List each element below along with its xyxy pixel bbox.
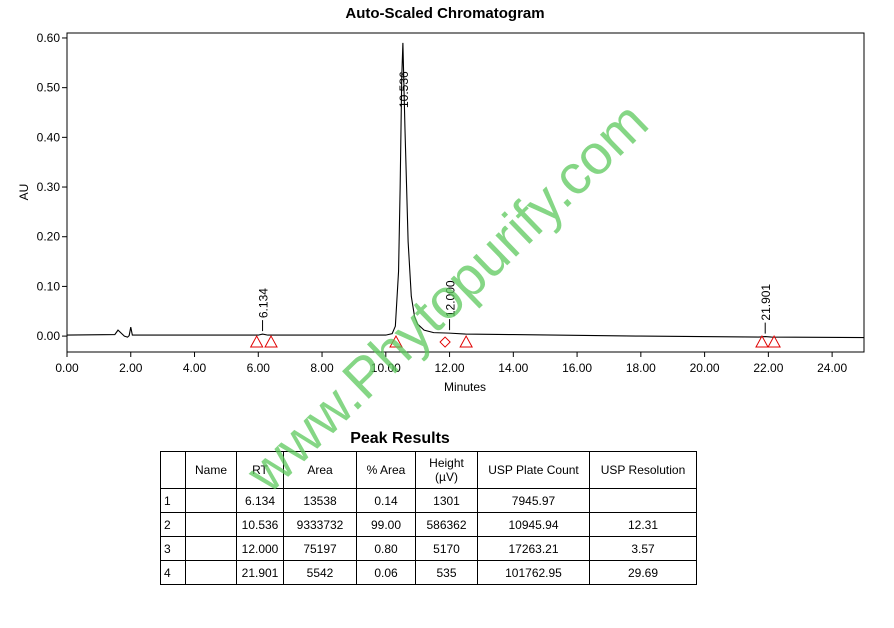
x-tick-label: 0.00 bbox=[55, 361, 79, 375]
plot-frame bbox=[66, 32, 865, 353]
table-title: Peak Results bbox=[350, 430, 450, 447]
header-cell: Height (µV) bbox=[415, 451, 478, 489]
peak-label: 21.901 bbox=[759, 284, 773, 321]
table-row: 1 6.134 13538 0.14 1301 7945.97 bbox=[160, 488, 697, 513]
peak-marker bbox=[459, 335, 473, 348]
table-cell bbox=[589, 488, 697, 513]
x-tick-label: 10.00 bbox=[371, 361, 401, 375]
y-axis-label: AU bbox=[17, 184, 31, 201]
table-cell: 3.57 bbox=[589, 536, 697, 561]
table-cell: 10945.94 bbox=[477, 512, 590, 537]
table-cell: 5170 bbox=[415, 536, 478, 561]
table-cell: 4 bbox=[160, 560, 186, 585]
x-tick-label: 4.00 bbox=[183, 361, 207, 375]
table-cell bbox=[185, 488, 237, 513]
x-tick-label: 2.00 bbox=[119, 361, 143, 375]
header-row: Name RT Area% Area Height (µV) USP Plate Cou… bbox=[160, 451, 697, 489]
table-row: 2 10.536 9333732 99.00 586362 10945.94 12.31 bbox=[160, 512, 697, 537]
table-row: 3 12.000 75197 0.80 5170 17263.21 3.57 bbox=[160, 536, 697, 561]
table-cell: 7945.97 bbox=[477, 488, 590, 513]
table-cell: 99.00 bbox=[356, 512, 416, 537]
table-cell: 3 bbox=[160, 536, 186, 561]
table-cell: 0.14 bbox=[356, 488, 416, 513]
table-cell bbox=[185, 512, 237, 537]
x-tick-label: 18.00 bbox=[626, 361, 656, 375]
x-tick-label: 20.00 bbox=[690, 361, 720, 375]
table-cell bbox=[185, 560, 237, 585]
table-cell: 12.31 bbox=[589, 512, 697, 537]
x-tick-label: 16.00 bbox=[562, 361, 592, 375]
table-cell: 1 bbox=[160, 488, 186, 513]
y-tick-label: 0.20 bbox=[37, 230, 61, 244]
x-tick-label: 14.00 bbox=[498, 361, 528, 375]
y-tick-label: 0.40 bbox=[37, 130, 61, 144]
header-cell: Area bbox=[283, 451, 357, 489]
x-axis-label: Minutes bbox=[444, 380, 486, 394]
peak-label: 12.000 bbox=[444, 280, 458, 317]
table-cell bbox=[185, 536, 237, 561]
table-cell: 535 bbox=[415, 560, 478, 585]
table-cell: 6.134 bbox=[236, 488, 284, 513]
peak-marker bbox=[249, 335, 264, 348]
header-cell: Name bbox=[185, 451, 237, 489]
peak-marker bbox=[439, 336, 451, 348]
y-tick-label: 0.10 bbox=[37, 279, 61, 293]
peak-marker bbox=[755, 335, 769, 348]
x-tick-label: 22.00 bbox=[753, 361, 783, 375]
table-cell: 0.80 bbox=[356, 536, 416, 561]
table-cell: 1301 bbox=[415, 488, 478, 513]
header-cell: RT bbox=[236, 451, 284, 489]
table-cell: 21.901 bbox=[236, 560, 284, 585]
table-cell: 586362 bbox=[415, 512, 478, 537]
y-tick-label: 0.60 bbox=[37, 31, 61, 45]
table-cell: 2 bbox=[160, 512, 186, 537]
peak-marker bbox=[767, 335, 781, 348]
trace bbox=[66, 42, 865, 339]
table-cell: 101762.95 bbox=[477, 560, 590, 585]
table-cell: 13538 bbox=[283, 488, 357, 513]
peak-label: 6.134 bbox=[257, 288, 271, 318]
header-cell bbox=[160, 451, 186, 489]
peak-marker bbox=[264, 335, 278, 348]
y-tick-label: 0.30 bbox=[37, 180, 61, 194]
y-tick-label: 0.50 bbox=[37, 81, 61, 95]
table-cell: 10.536 bbox=[236, 512, 284, 537]
header-cell: USP Plate Count bbox=[477, 451, 590, 489]
chart: Auto-Scaled Chromatogram Minutes AU 0.00… bbox=[17, 5, 865, 394]
header-cell: % Area bbox=[356, 451, 416, 489]
x-tick-label: 12.00 bbox=[435, 361, 465, 375]
header-cell: USP Resolution bbox=[589, 451, 697, 489]
table-cell: 9333732 bbox=[283, 512, 357, 537]
peak-marker bbox=[389, 335, 403, 348]
peak-table: Name RT Area% Area Height (µV) USP Plate Cou… bbox=[160, 451, 697, 585]
peak-label: 10.536 bbox=[397, 71, 411, 108]
x-tick-label: 24.00 bbox=[817, 361, 847, 375]
x-tick-label: 8.00 bbox=[310, 361, 334, 375]
table-cell: 12.000 bbox=[236, 536, 284, 561]
table-cell: 5542 bbox=[283, 560, 357, 585]
table-row: 4 21.901 5542 0.06 535 101762.95 29.69 bbox=[160, 560, 697, 585]
x-tick-label: 6.00 bbox=[247, 361, 271, 375]
table-cell: 75197 bbox=[283, 536, 357, 561]
y-tick-label: 0.00 bbox=[37, 329, 61, 343]
table-cell: 29.69 bbox=[589, 560, 697, 585]
table-cell: 0.06 bbox=[356, 560, 416, 585]
table-cell: 17263.21 bbox=[477, 536, 590, 561]
chart-title: Auto-Scaled Chromatogram bbox=[345, 5, 544, 22]
